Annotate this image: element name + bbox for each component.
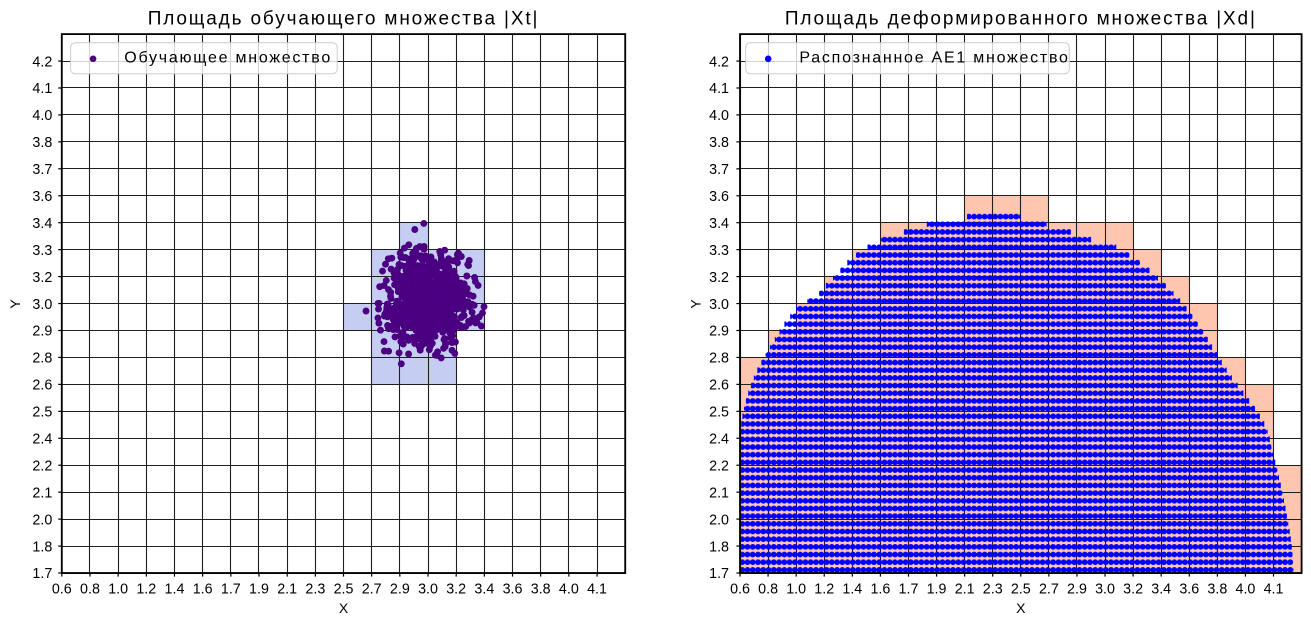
svg-text:2.5: 2.5 [334,582,354,598]
svg-text:2.9: 2.9 [709,324,729,340]
svg-text:3.4: 3.4 [32,216,52,232]
svg-text:1.2: 1.2 [136,582,156,598]
svg-text:4.0: 4.0 [32,108,52,124]
svg-text:1.4: 1.4 [165,582,185,598]
svg-text:3.2: 3.2 [709,270,729,286]
svg-text:3.0: 3.0 [1095,582,1115,598]
svg-text:0.8: 0.8 [80,582,100,598]
svg-text:2.9: 2.9 [390,582,410,598]
svg-text:2.4: 2.4 [709,431,729,447]
svg-text:4.1: 4.1 [32,81,52,97]
svg-text:0.6: 0.6 [730,582,750,598]
svg-text:3.8: 3.8 [1207,582,1227,598]
svg-text:2.3: 2.3 [305,582,325,598]
svg-text:1.7: 1.7 [221,582,241,598]
svg-text:X: X [1016,600,1026,616]
svg-text:1.8: 1.8 [32,539,52,555]
svg-text:1.7: 1.7 [709,566,729,582]
svg-text:4.0: 4.0 [709,108,729,124]
svg-text:2.3: 2.3 [983,582,1003,598]
svg-text:2.2: 2.2 [709,458,729,474]
svg-text:3.3: 3.3 [709,243,729,259]
svg-text:1.9: 1.9 [249,582,269,598]
svg-text:4.1: 4.1 [709,81,729,97]
svg-text:3.2: 3.2 [446,582,466,598]
svg-text:Обучающее множество: Обучающее множество [124,49,332,66]
svg-text:3.7: 3.7 [32,162,52,178]
svg-text:1.0: 1.0 [108,582,128,598]
svg-text:Y: Y [688,299,704,309]
svg-text:2.0: 2.0 [709,512,729,528]
svg-text:2.4: 2.4 [32,431,52,447]
svg-text:2.5: 2.5 [32,405,52,421]
svg-text:3.8: 3.8 [32,135,52,151]
svg-text:1.6: 1.6 [870,582,890,598]
svg-text:3.4: 3.4 [474,582,494,598]
svg-text:1.7: 1.7 [32,566,52,582]
svg-text:2.8: 2.8 [32,351,52,367]
svg-text:2.2: 2.2 [32,458,52,474]
svg-text:3.6: 3.6 [1179,582,1199,598]
svg-text:Площадь обучающего множества |: Площадь обучающего множества |Xt| [148,9,540,30]
svg-text:3.4: 3.4 [709,216,729,232]
svg-text:2.1: 2.1 [32,485,52,501]
svg-text:2.6: 2.6 [32,378,52,394]
svg-text:2.9: 2.9 [1067,582,1087,598]
svg-text:3.2: 3.2 [1123,582,1143,598]
svg-text:4.0: 4.0 [1236,582,1256,598]
svg-text:4.0: 4.0 [559,582,579,598]
svg-text:3.8: 3.8 [531,582,551,598]
svg-text:3.6: 3.6 [709,189,729,205]
svg-text:4.2: 4.2 [32,54,52,70]
svg-text:3.0: 3.0 [32,297,52,313]
svg-text:2.0: 2.0 [32,512,52,528]
svg-text:3.8: 3.8 [709,135,729,151]
svg-text:1.8: 1.8 [709,539,729,555]
svg-text:2.6: 2.6 [709,378,729,394]
svg-text:1.6: 1.6 [193,582,213,598]
svg-text:2.1: 2.1 [709,485,729,501]
svg-text:1.2: 1.2 [814,582,834,598]
svg-text:1.0: 1.0 [786,582,806,598]
svg-text:2.5: 2.5 [709,405,729,421]
svg-text:4.1: 4.1 [1264,582,1284,598]
svg-text:1.7: 1.7 [899,582,919,598]
svg-text:3.0: 3.0 [418,582,438,598]
svg-text:3.4: 3.4 [1151,582,1171,598]
svg-text:2.9: 2.9 [32,324,52,340]
svg-text:3.7: 3.7 [709,162,729,178]
svg-text:Распознанное AE1 множество: Распознанное AE1 множество [799,49,1069,66]
svg-text:0.8: 0.8 [758,582,778,598]
svg-text:Y: Y [7,299,23,309]
svg-text:4.1: 4.1 [587,582,607,598]
svg-text:2.7: 2.7 [362,582,382,598]
svg-text:2.5: 2.5 [1011,582,1031,598]
svg-text:1.9: 1.9 [927,582,947,598]
svg-text:2.1: 2.1 [277,582,297,598]
svg-text:3.6: 3.6 [503,582,523,598]
svg-text:2.7: 2.7 [1039,582,1059,598]
svg-text:3.3: 3.3 [32,243,52,259]
svg-text:4.2: 4.2 [709,54,729,70]
svg-text:X: X [339,600,349,616]
svg-text:0.6: 0.6 [52,582,72,598]
svg-text:1.4: 1.4 [842,582,862,598]
svg-text:2.1: 2.1 [955,582,975,598]
svg-text:3.6: 3.6 [32,189,52,205]
svg-text:3.2: 3.2 [32,270,52,286]
svg-text:Площадь деформированного множе: Площадь деформированного множества |Xd| [785,9,1257,30]
svg-text:3.0: 3.0 [709,297,729,313]
svg-text:2.8: 2.8 [709,351,729,367]
